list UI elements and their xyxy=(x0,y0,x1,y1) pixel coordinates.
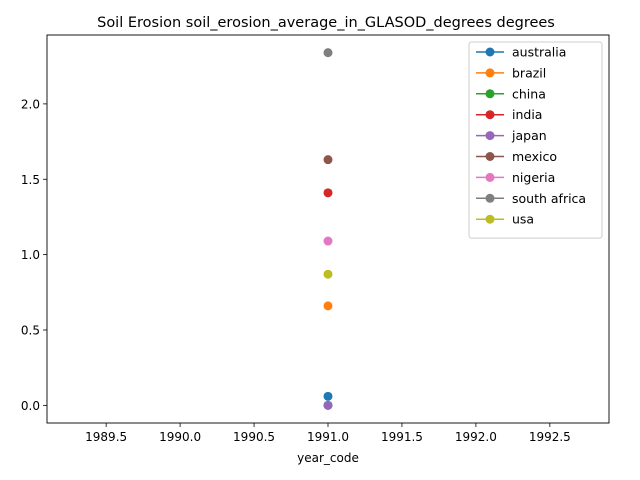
data-point xyxy=(323,400,333,410)
series-usa xyxy=(323,269,333,279)
series-nigeria xyxy=(323,236,333,246)
legend-item: nigeria xyxy=(476,170,555,185)
x-tick-label: 1990.5 xyxy=(233,430,275,444)
legend-label: brazil xyxy=(512,65,546,80)
legend-item: brazil xyxy=(476,65,546,80)
legend-label: japan xyxy=(511,128,547,143)
legend-item: usa xyxy=(476,212,534,227)
legend-marker xyxy=(485,172,495,182)
legend-label: south africa xyxy=(512,191,586,206)
legend-marker xyxy=(485,68,495,78)
legend-item: mexico xyxy=(476,149,557,164)
legend-marker xyxy=(485,214,495,224)
legend-label: china xyxy=(512,86,546,101)
x-axis-label: year_code xyxy=(297,451,359,465)
legend-label: india xyxy=(512,107,542,122)
y-axis-ticks: 0.0 0.5 1.0 1.5 2.0 xyxy=(21,97,47,413)
series-japan xyxy=(323,400,333,410)
x-tick-label: 1991.0 xyxy=(307,430,349,444)
series-brazil xyxy=(323,301,333,311)
chart-title: Soil Erosion soil_erosion_average_in_GLA… xyxy=(97,15,555,31)
series-india xyxy=(323,188,333,198)
legend-marker xyxy=(485,110,495,120)
x-axis-ticks: 1989.5 1990.0 1990.5 1991.0 1991.5 1992.0 1992… xyxy=(85,423,571,444)
legend-item: japan xyxy=(476,128,547,143)
data-point xyxy=(323,301,333,311)
data-point xyxy=(323,188,333,198)
data-point xyxy=(323,48,333,58)
series-south-africa xyxy=(323,48,333,58)
legend: australia brazil china india japan mexico nige… xyxy=(468,41,603,239)
y-tick-label: 1.0 xyxy=(21,248,40,262)
series-mexico xyxy=(323,155,333,165)
x-tick-label: 1992.0 xyxy=(455,430,497,444)
data-point xyxy=(323,269,333,279)
data-point xyxy=(323,236,333,246)
y-tick-label: 1.5 xyxy=(21,173,40,187)
y-tick-label: 2.0 xyxy=(21,97,40,111)
legend-marker xyxy=(485,193,495,203)
x-tick-label: 1992.5 xyxy=(529,430,571,444)
legend-marker xyxy=(485,131,495,141)
legend-marker xyxy=(485,152,495,161)
legend-label: australia xyxy=(512,45,566,60)
legend-item: india xyxy=(476,107,542,122)
legend-label: mexico xyxy=(512,149,557,164)
legend-item: china xyxy=(476,86,546,101)
x-tick-label: 1990.0 xyxy=(159,430,201,444)
legend-frame xyxy=(468,41,603,239)
series-australia xyxy=(323,391,333,401)
legend-item: south africa xyxy=(476,191,586,206)
legend-label: usa xyxy=(512,212,534,227)
x-tick-label: 1991.5 xyxy=(381,430,423,444)
data-point xyxy=(323,391,333,401)
y-tick-label: 0.0 xyxy=(21,399,40,413)
y-tick-label: 0.5 xyxy=(21,323,40,337)
series-layer xyxy=(323,48,333,410)
x-tick-label: 1989.5 xyxy=(85,430,127,444)
legend-item: australia xyxy=(476,45,566,60)
plot-area-frame xyxy=(46,34,610,424)
legend-marker xyxy=(485,89,495,99)
legend-marker xyxy=(485,47,495,57)
legend-label: nigeria xyxy=(512,170,555,185)
data-point xyxy=(323,155,333,165)
